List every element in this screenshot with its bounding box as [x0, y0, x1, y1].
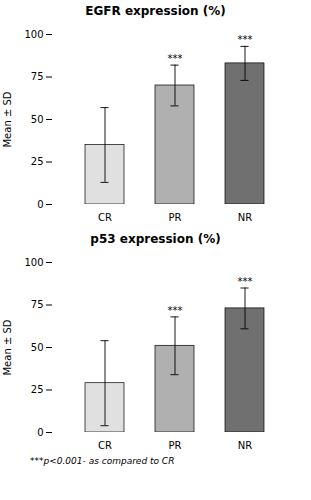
svg-text:***: ***: [168, 53, 183, 64]
svg-text:0: 0: [37, 427, 43, 438]
svg-text:25: 25: [31, 156, 44, 167]
svg-text:PR: PR: [169, 212, 182, 223]
svg-text:CR: CR: [98, 440, 112, 451]
svg-text:***: ***: [238, 276, 253, 287]
svg-text:100: 100: [24, 257, 43, 268]
svg-text:75: 75: [31, 71, 44, 82]
svg-text:50: 50: [31, 342, 44, 353]
svg-text:25: 25: [31, 384, 44, 395]
svg-text:NR: NR: [238, 212, 252, 223]
svg-text:50: 50: [31, 114, 44, 125]
svg-text:***: ***: [168, 305, 183, 316]
html-text:p53 expression (%): p53 expression (%): [90, 232, 221, 246]
svg-text:NR: NR: [238, 440, 252, 451]
svg-text:***: ***: [238, 34, 253, 45]
svg-text:75: 75: [31, 299, 44, 310]
svg-text:100: 100: [24, 29, 43, 40]
svg-text:0: 0: [37, 199, 43, 210]
svg-text:PR: PR: [169, 440, 182, 451]
html-text:EGFR expression (%): EGFR expression (%): [85, 4, 226, 18]
svg-text:CR: CR: [98, 212, 112, 223]
svg-text:Mean ± SD: Mean ± SD: [2, 91, 13, 147]
svg-text:Mean ± SD: Mean ± SD: [2, 319, 13, 375]
html-text:***p<0.001- as compared to CR: ***p<0.001- as compared to CR: [30, 456, 175, 466]
